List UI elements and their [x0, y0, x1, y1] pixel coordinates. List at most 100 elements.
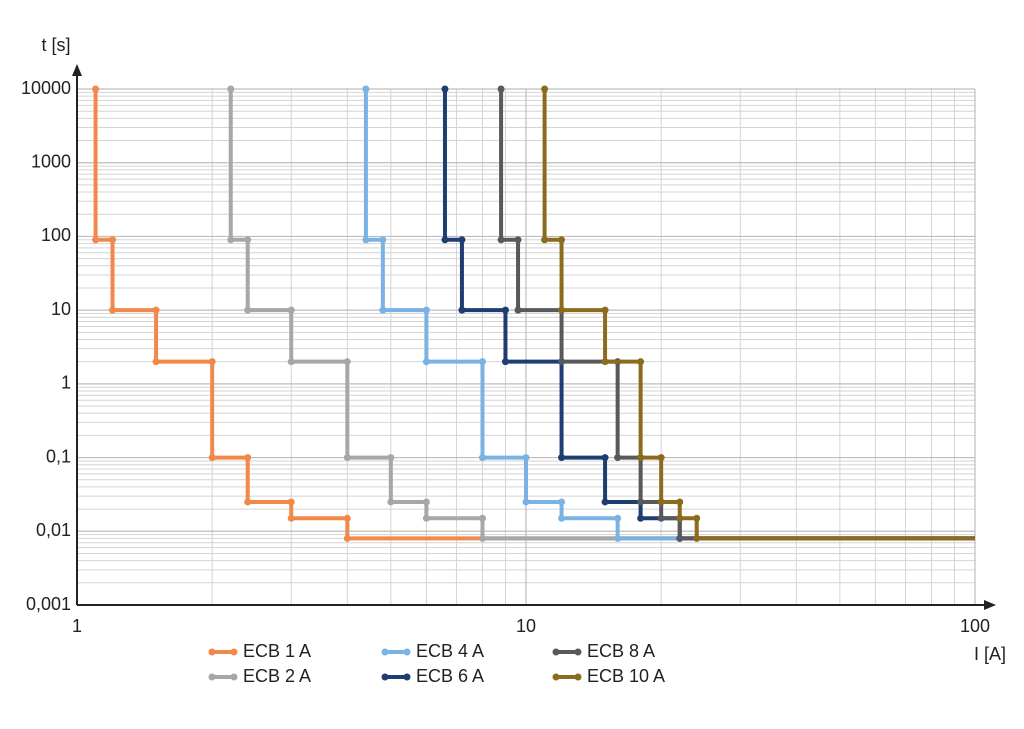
point — [379, 306, 387, 314]
point — [676, 514, 684, 522]
point — [657, 498, 665, 506]
point — [387, 454, 395, 462]
legend-dot — [230, 673, 238, 681]
point — [244, 454, 252, 462]
point — [422, 514, 430, 522]
point — [458, 306, 466, 314]
point — [92, 85, 100, 93]
y-axis-arrow — [72, 64, 82, 76]
y-tick-label: 1 — [61, 373, 71, 393]
point — [244, 498, 252, 506]
point — [458, 236, 466, 244]
point — [478, 514, 486, 522]
y-tick-label: 10 — [51, 299, 71, 319]
legend-dot — [208, 648, 216, 656]
point — [441, 236, 449, 244]
point — [693, 514, 701, 522]
point — [287, 514, 295, 522]
point — [637, 358, 645, 366]
point — [109, 306, 117, 314]
point — [601, 358, 609, 366]
point — [478, 454, 486, 462]
x-tick-label: 1 — [72, 616, 82, 636]
point — [343, 454, 351, 462]
point — [514, 306, 522, 314]
y-tick-label: 0,01 — [36, 520, 71, 540]
point — [227, 236, 235, 244]
point — [676, 498, 684, 506]
point — [497, 85, 505, 93]
x-axis-arrow — [984, 600, 996, 610]
point — [558, 514, 566, 522]
point — [614, 514, 622, 522]
point — [657, 514, 665, 522]
point — [558, 358, 566, 366]
point — [152, 358, 160, 366]
point — [109, 236, 117, 244]
point — [541, 236, 549, 244]
point — [693, 534, 701, 542]
legend-label: ECB 2 A — [243, 666, 311, 686]
legend-dot — [230, 648, 238, 656]
point — [558, 236, 566, 244]
point — [637, 454, 645, 462]
point — [522, 454, 530, 462]
y-axis-label: t [s] — [41, 35, 70, 55]
point — [501, 358, 509, 366]
point — [614, 534, 622, 542]
y-tick-label: 100 — [41, 225, 71, 245]
point — [287, 498, 295, 506]
point — [514, 236, 522, 244]
legend-dot — [574, 648, 582, 656]
legend-dot — [574, 673, 582, 681]
y-tick-label: 10000 — [21, 78, 71, 98]
point — [478, 358, 486, 366]
point — [244, 306, 252, 314]
legend-dot — [381, 648, 389, 656]
point — [422, 498, 430, 506]
point — [657, 454, 665, 462]
y-tick-label: 1000 — [31, 151, 71, 171]
point — [343, 514, 351, 522]
point — [441, 85, 449, 93]
point — [637, 514, 645, 522]
point — [422, 358, 430, 366]
x-axis-label: I [A] — [974, 644, 1006, 664]
point — [244, 236, 252, 244]
point — [287, 358, 295, 366]
point — [227, 85, 235, 93]
point — [152, 306, 160, 314]
point — [614, 454, 622, 462]
point — [208, 454, 216, 462]
x-tick-label: 100 — [960, 616, 990, 636]
legend-label: ECB 6 A — [416, 666, 484, 686]
point — [343, 534, 351, 542]
point — [637, 498, 645, 506]
point — [558, 454, 566, 462]
x-tick-label: 10 — [516, 616, 536, 636]
point — [541, 85, 549, 93]
y-tick-label: 0,001 — [26, 594, 71, 614]
legend-label: ECB 10 A — [587, 666, 665, 686]
point — [601, 498, 609, 506]
point — [601, 454, 609, 462]
point — [422, 306, 430, 314]
point — [676, 534, 684, 542]
legend-dot — [381, 673, 389, 681]
legend-label: ECB 4 A — [416, 641, 484, 661]
point — [362, 236, 370, 244]
point — [522, 498, 530, 506]
point — [208, 358, 216, 366]
point — [92, 236, 100, 244]
legend-dot — [552, 648, 560, 656]
point — [343, 358, 351, 366]
legend-dot — [208, 673, 216, 681]
legend-dot — [403, 648, 411, 656]
point — [501, 306, 509, 314]
point — [558, 306, 566, 314]
point — [379, 236, 387, 244]
legend-label: ECB 1 A — [243, 641, 311, 661]
point — [497, 236, 505, 244]
y-tick-label: 0,1 — [46, 446, 71, 466]
